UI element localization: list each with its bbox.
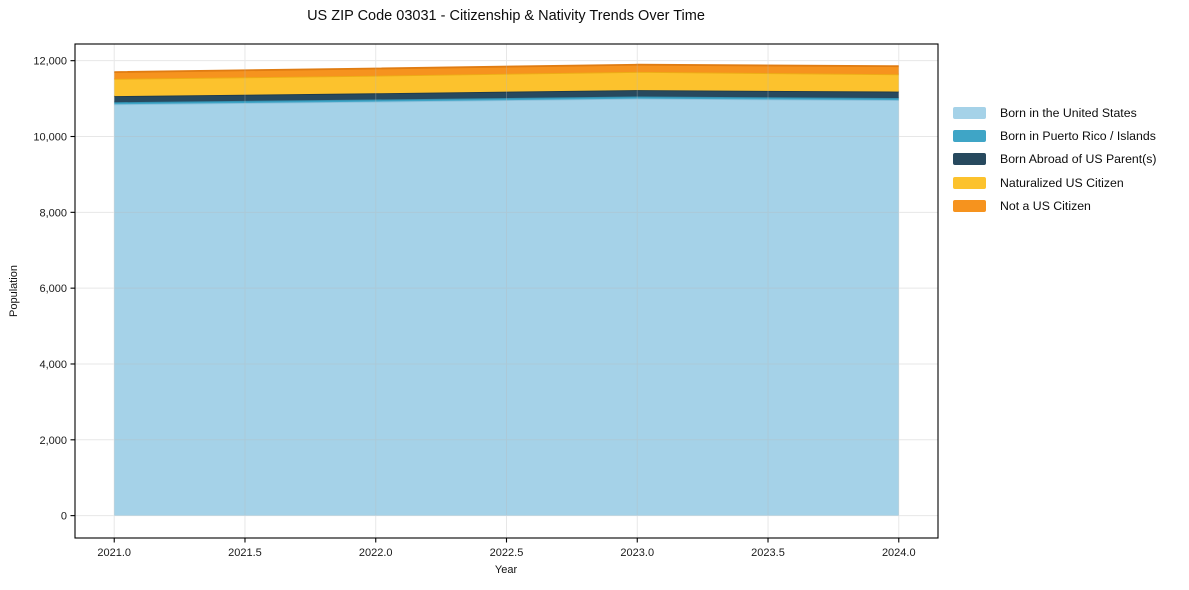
stacked-areas (114, 63, 899, 516)
area-born-abroad-of-us-parent-s (114, 90, 899, 103)
area-naturalized-us-citizen (114, 71, 899, 97)
legend-label: Naturalized US Citizen (1000, 175, 1124, 190)
legend-label: Born in Puerto Rico / Islands (1000, 129, 1156, 144)
y-tick-label: 8,000 (39, 207, 67, 219)
ticks: 2021.0 2021.5 2022.0 2022.5 2023.0 2023.5 2024… (33, 56, 915, 559)
y-tick-label: 12,000 (33, 56, 67, 68)
legend-item-naturalized-us-citizen: Naturalized US Citizen (953, 171, 1157, 194)
legend: Born in the United States Born in Puerto … (953, 101, 1157, 218)
y-axis-label: Population (8, 265, 20, 317)
x-tick-label: 2023.5 (751, 547, 785, 559)
legend-swatch (953, 176, 986, 189)
legend-swatch (953, 106, 986, 119)
area-born-in-the-united-states (114, 98, 899, 516)
legend-item-not-a-us-citizen: Not a US Citizen (953, 195, 1157, 218)
legend-label: Born Abroad of US Parent(s) (1000, 152, 1157, 167)
x-axis-label: Year (494, 564, 518, 576)
legend-label: Born in the United States (1000, 105, 1137, 120)
y-tick-label: 2,000 (39, 435, 67, 447)
gridlines (75, 44, 938, 538)
legend-item-born-abroad-of-us-parent-s: Born Abroad of US Parent(s) (953, 148, 1157, 171)
legend-swatch (953, 153, 986, 166)
x-tick-label: 2023.0 (620, 547, 654, 559)
y-tick-label: 10,000 (33, 132, 67, 144)
x-tick-label: 2021.0 (97, 547, 131, 559)
legend-item-born-in-the-united-states: Born in the United States (953, 101, 1157, 124)
y-tick-label: 6,000 (39, 283, 67, 295)
legend-swatch (953, 130, 986, 143)
y-tick-label: 0 (61, 511, 67, 523)
chart-title: US ZIP Code 03031 - Citizenship & Nativi… (307, 8, 705, 24)
area-not-a-us-citizen (114, 64, 899, 79)
y-tick-label: 4,000 (39, 359, 67, 371)
x-tick-label: 2021.5 (228, 547, 262, 559)
legend-swatch (953, 200, 986, 213)
legend-item-born-in-puerto-rico-islands: Born in Puerto Rico / Islands (953, 124, 1157, 147)
x-tick-label: 2024.0 (882, 547, 916, 559)
area-edge-not-a-us-citizen (114, 63, 899, 73)
x-tick-label: 2022.5 (490, 547, 524, 559)
area-born-in-puerto-rico-islands (114, 96, 899, 105)
legend-label: Not a US Citizen (1000, 199, 1091, 214)
x-tick-label: 2022.0 (359, 547, 393, 559)
